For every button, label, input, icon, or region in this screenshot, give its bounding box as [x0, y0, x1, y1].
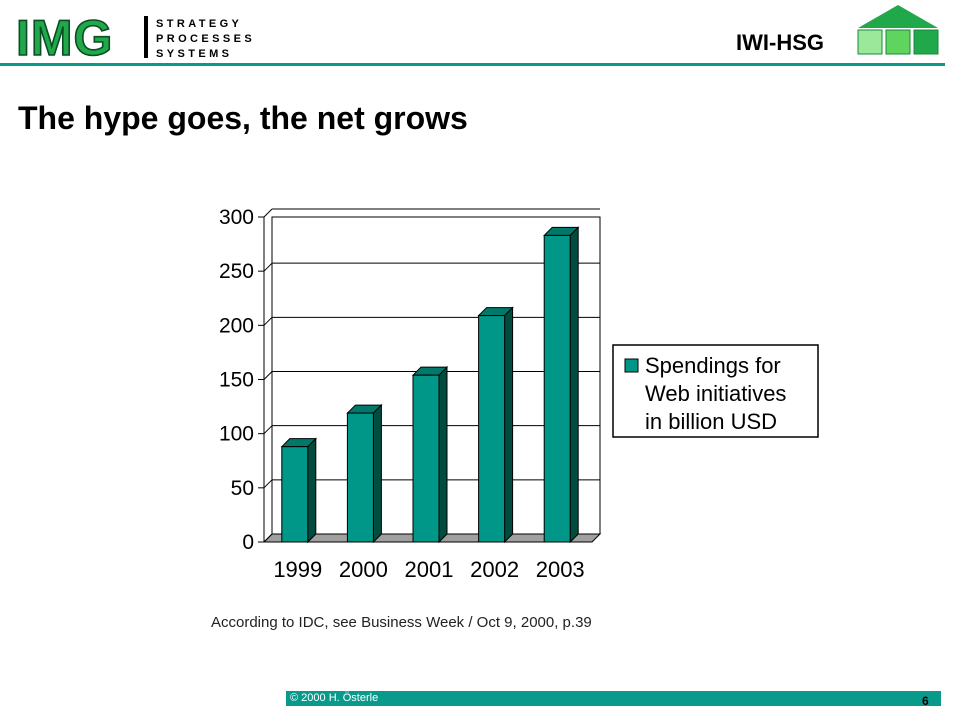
footer-bar: [286, 691, 941, 706]
bar-side: [569, 226, 579, 544]
x-tick-label: 2001: [405, 557, 454, 582]
source-note: According to IDC, see Business Week / Oc…: [211, 614, 592, 631]
org-name: IWI-HSG: [736, 30, 824, 55]
bar: [346, 412, 374, 543]
x-tick-label: 2003: [536, 557, 585, 582]
logo-line-systems: SYSTEMS: [156, 48, 232, 60]
bar: [412, 374, 440, 543]
bar-chart: 0 50 100 150 200 250 300 1999 2000 2001 2002 2003 Sp…: [219, 206, 819, 582]
logo-img-text: IMG: [16, 10, 113, 62]
y-tick-diagonal: [263, 208, 273, 218]
legend-label: in billion USD: [645, 409, 777, 434]
logo-divider: [144, 16, 148, 58]
x-tick-label: 2000: [339, 557, 388, 582]
y-tick-label: 100: [219, 423, 254, 446]
bar-side: [504, 306, 514, 544]
img-logo: IMG STRATEGY PROCESSES SYSTEMS: [15, 10, 255, 62]
bar-side: [307, 437, 317, 544]
house-icon: [857, 5, 939, 55]
y-tick-label: 200: [219, 314, 254, 337]
bar: [281, 446, 309, 543]
logo-line-processes: PROCESSES: [156, 33, 255, 45]
legend-box: [612, 344, 819, 438]
y-tick-diagonal: [263, 262, 273, 272]
y-tick-label: 250: [219, 260, 254, 283]
y-tick-diagonal: [263, 316, 273, 326]
header-rule: [0, 63, 945, 66]
copyright: © 2000 H. Österle: [290, 692, 379, 704]
bar: [478, 315, 506, 543]
bar-side: [438, 365, 448, 544]
y-tick-diagonal: [263, 479, 273, 489]
x-tick-label: 1999: [273, 557, 322, 582]
bar: [543, 234, 571, 543]
y-tick-diagonal: [263, 371, 273, 380]
bar-side: [372, 403, 382, 544]
legend-label: Web initiatives: [645, 381, 786, 406]
y-tick-label: 300: [219, 206, 254, 229]
logo-line-strategy: STRATEGY: [156, 18, 242, 30]
y-tick-diagonal: [263, 425, 273, 435]
legend-swatch: [624, 358, 639, 373]
y-tick-diagonal: [263, 533, 273, 543]
slide-title: The hype goes, the net grows: [18, 100, 468, 136]
legend-label: Spendings for: [645, 353, 781, 378]
x-tick-label: 2002: [470, 557, 519, 582]
y-tick-label: 0: [242, 531, 254, 554]
page-number: 6: [922, 694, 929, 708]
y-tick-label: 150: [219, 369, 254, 392]
y-tick-label: 50: [231, 477, 254, 500]
